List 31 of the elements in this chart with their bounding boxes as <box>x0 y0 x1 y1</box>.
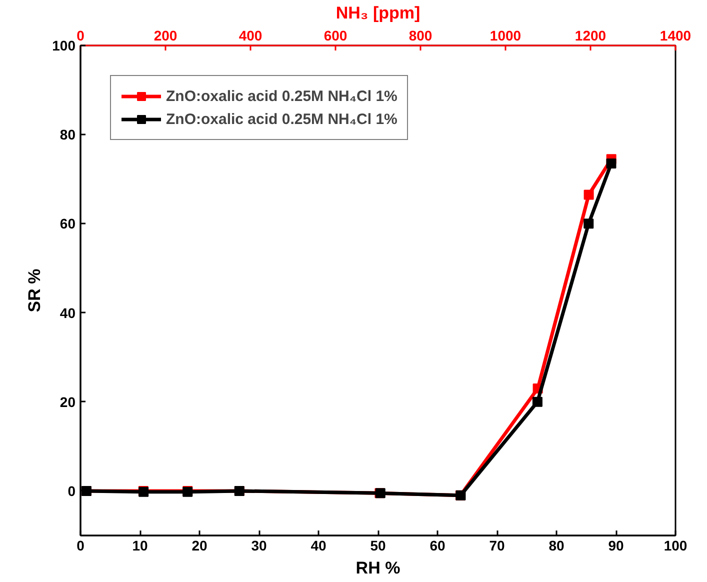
x-tick-label: 80 <box>548 538 564 554</box>
point <box>532 396 542 407</box>
y-tick-label: 0 <box>68 482 76 499</box>
legend-label: ZnO:oxalic acid 0.25M NH₄Cl 1% <box>166 110 398 128</box>
x-tick-label: 20 <box>192 538 208 554</box>
point <box>606 158 616 169</box>
x-tick-label: 90 <box>608 538 624 554</box>
y-axis-title: SR % <box>25 268 44 312</box>
x2-axis-title: NH₃ [ppm] <box>336 4 420 22</box>
x-tick-label: 30 <box>251 538 267 554</box>
x-axis-title: RH % <box>356 558 400 578</box>
y-tick-label: 100 <box>52 38 76 54</box>
x-tick-label: 70 <box>489 538 505 554</box>
x-tick-label: 10 <box>132 538 148 554</box>
x2-tick-label: 1400 <box>660 28 692 44</box>
y-tick-label: 40 <box>60 304 76 321</box>
x2-tick-label: 1200 <box>574 28 606 44</box>
y-tick-label: 20 <box>60 394 76 410</box>
x2-tick-label: 200 <box>154 28 178 44</box>
x2-tick-label: 800 <box>408 28 432 44</box>
x2-tick-label: 1000 <box>490 28 522 44</box>
x-tick-label: 100 <box>664 538 688 554</box>
x2-tick-label: 400 <box>238 28 262 44</box>
legend-label: ZnO:oxalic acid 0.25M NH₄Cl 1% <box>166 88 398 104</box>
point <box>584 218 594 229</box>
x-tick-label: 60 <box>430 538 446 554</box>
y-tick-label: 80 <box>60 126 76 143</box>
x-tick-label: 50 <box>370 538 386 554</box>
y-tick-label: 60 <box>60 216 76 232</box>
x-tick-label: 40 <box>310 538 326 554</box>
x2-tick-label: 600 <box>324 28 348 44</box>
